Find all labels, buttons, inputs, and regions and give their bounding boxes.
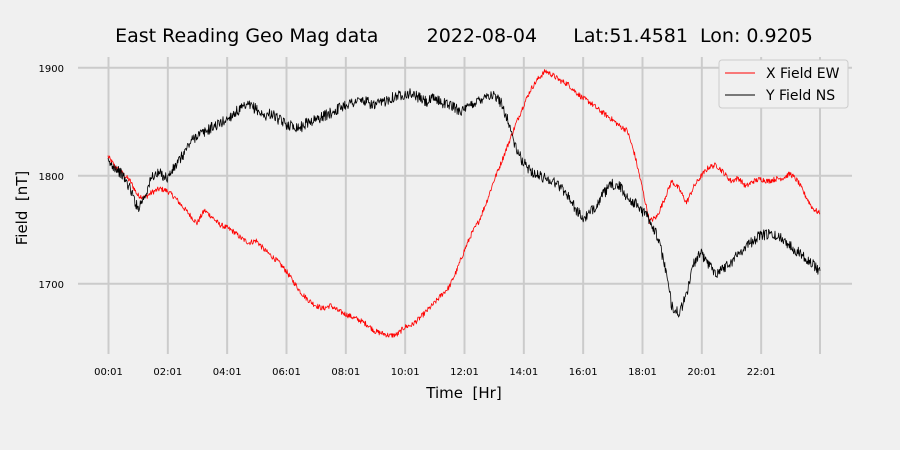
x-tick-label: 06:01 [272, 367, 301, 378]
x-tick-label: 20:01 [687, 367, 716, 378]
legend-label: Y Field NS [765, 88, 835, 104]
x-tick-label: 14:01 [509, 367, 538, 378]
chart-title: East Reading Geo Mag data 2022-08-04 Lat… [115, 25, 813, 47]
series-lines [107, 69, 821, 338]
series-line-0 [107, 69, 821, 338]
legend-box [718, 59, 849, 109]
x-tick-label: 18:01 [628, 367, 657, 378]
x-tick-label: 02:01 [153, 367, 182, 378]
x-axis-ticks: 00:01 02:01 04:01 06:01 08:01 10:01 12:01 14:01… [94, 367, 775, 378]
x-tick-label: 22:01 [747, 367, 776, 378]
x-tick-label: 00:01 [94, 367, 123, 378]
x-tick-label: 04:01 [213, 367, 242, 378]
y-tick-label: 1700 [39, 280, 64, 291]
x-tick-label: 10:01 [391, 367, 420, 378]
legend: X Field EW Y Field NS [718, 59, 849, 109]
series-line-1 [107, 88, 821, 318]
y-axis-ticks: 1700 1800 1900 [39, 64, 64, 291]
x-tick-label: 12:01 [450, 367, 479, 378]
y-axis-label: Field [nT] [13, 171, 31, 246]
y-tick-label: 1800 [39, 172, 64, 183]
legend-label: X Field EW [766, 66, 840, 82]
x-tick-label: 16:01 [569, 367, 598, 378]
x-axis-label: Time [Hr] [425, 384, 501, 402]
y-tick-label: 1900 [39, 64, 64, 75]
x-tick-label: 08:01 [331, 367, 360, 378]
